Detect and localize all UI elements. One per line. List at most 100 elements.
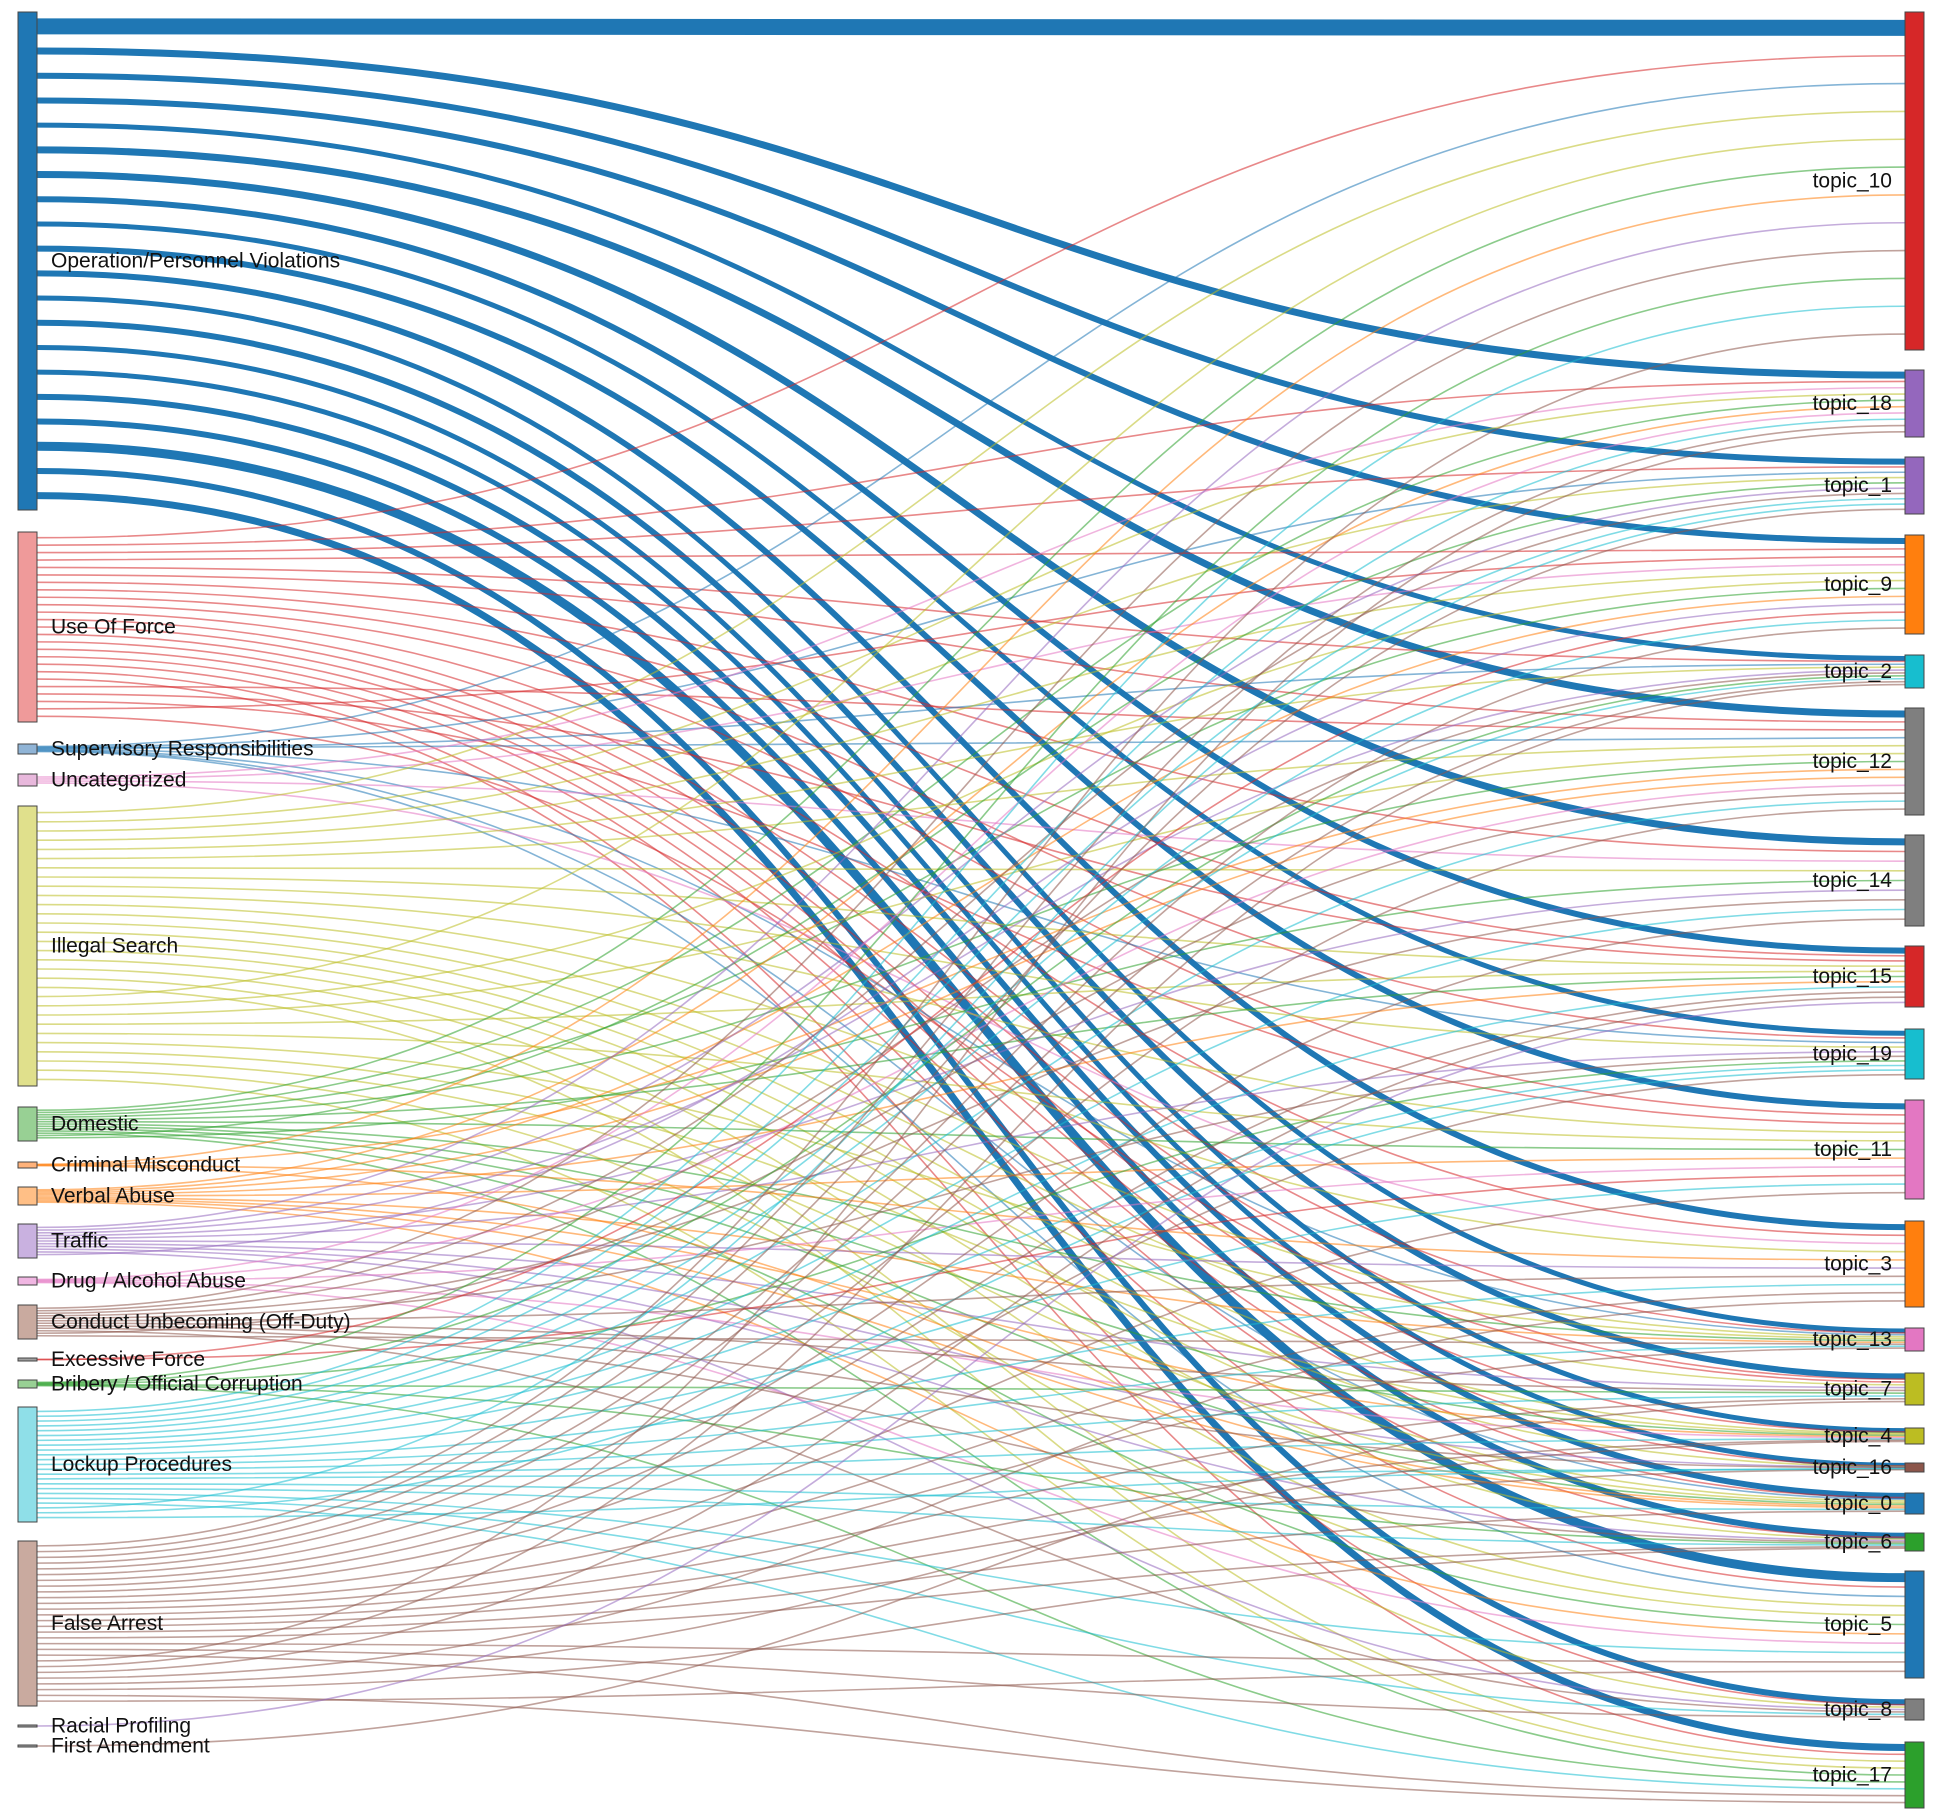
target-node-label: topic_7: [1824, 1378, 1892, 1401]
target-node-topic-14[interactable]: topic_14: [1813, 834, 1925, 927]
source-node-operation-personnel-violations[interactable]: Operation/Personnel Violations: [17, 11, 340, 511]
link-false-arrest-to-topic-16: [36, 1468, 1906, 1628]
target-node-bar[interactable]: [1904, 1099, 1925, 1200]
link-bribery-official-corruption-to-topic-2: [36, 675, 1906, 1384]
link-illegal-search-to-topic-11: [36, 1032, 1906, 1142]
target-node-topic-3[interactable]: topic_3: [1824, 1220, 1925, 1308]
target-node-bar[interactable]: [1904, 1327, 1925, 1352]
link-false-arrest-to-topic-2: [36, 683, 1906, 1668]
source-node-bar[interactable]: [17, 1744, 38, 1748]
source-node-bar[interactable]: [17, 1379, 38, 1389]
source-node-bar[interactable]: [17, 1161, 38, 1169]
link-use-of-force-to-topic-7: [36, 715, 1906, 1383]
target-node-topic-8[interactable]: topic_8: [1824, 1698, 1925, 1721]
source-node-bar[interactable]: [17, 743, 38, 755]
source-node-bar[interactable]: [17, 1223, 38, 1259]
target-node-topic-0[interactable]: topic_0: [1824, 1492, 1925, 1515]
target-node-bar[interactable]: [1904, 654, 1925, 689]
source-node-use-of-force[interactable]: Use Of Force: [17, 531, 176, 723]
source-node-bar[interactable]: [17, 1724, 38, 1728]
target-node-label: topic_4: [1824, 1425, 1892, 1448]
link-false-arrest-to-topic-14: [36, 918, 1906, 1582]
link-supervisory-responsibilities-to-topic-10: [36, 82, 1906, 748]
target-node-bar[interactable]: [1904, 1570, 1925, 1679]
target-node-bar[interactable]: [1904, 369, 1925, 438]
source-node-bar[interactable]: [17, 1304, 38, 1340]
target-node-bar[interactable]: [1904, 456, 1925, 515]
link-lockup-procedures-to-topic-10: [36, 305, 1906, 1413]
target-node-topic-6[interactable]: topic_6: [1824, 1531, 1925, 1554]
source-node-false-arrest[interactable]: False Arrest: [17, 1540, 163, 1707]
link-false-arrest-to-topic-15: [36, 991, 1906, 1587]
source-node-bar[interactable]: [17, 1540, 38, 1707]
target-node-bar[interactable]: [1904, 834, 1925, 927]
link-traffic-to-topic-2: [36, 669, 1906, 1234]
target-node-topic-13[interactable]: topic_13: [1813, 1327, 1925, 1352]
target-node-topic-16[interactable]: topic_16: [1813, 1456, 1925, 1479]
target-node-label: topic_6: [1824, 1531, 1892, 1554]
source-node-criminal-misconduct[interactable]: Criminal Misconduct: [17, 1154, 240, 1177]
target-node-topic-19[interactable]: topic_19: [1813, 1028, 1925, 1080]
source-node-supervisory-responsibilities[interactable]: Supervisory Responsibilities: [17, 738, 314, 761]
target-node-bar[interactable]: [1904, 1372, 1925, 1406]
target-node-bar[interactable]: [1904, 1741, 1925, 1809]
source-node-bar[interactable]: [17, 773, 38, 787]
link-use-of-force-to-topic-14: [36, 581, 1906, 853]
source-node-domestic[interactable]: Domestic: [17, 1106, 139, 1142]
source-node-racial-profiling[interactable]: Racial Profiling: [17, 1715, 191, 1738]
target-node-bar[interactable]: [1904, 11, 1925, 351]
target-node-bar[interactable]: [1904, 1427, 1925, 1445]
source-node-bar[interactable]: [17, 805, 38, 1087]
source-node-bar[interactable]: [17, 1276, 38, 1286]
source-node-conduct-unbecoming-off-duty[interactable]: Conduct Unbecoming (Off-Duty): [17, 1304, 351, 1340]
link-use-of-force-to-topic-18: [36, 380, 1906, 546]
source-node-uncategorized[interactable]: Uncategorized: [17, 769, 186, 792]
link-illegal-search-to-topic-14: [36, 867, 1906, 872]
source-node-verbal-abuse[interactable]: Verbal Abuse: [17, 1185, 175, 1208]
link-operation-personnel-violations-to-topic-17: [36, 492, 1906, 1751]
source-node-bar[interactable]: [17, 1186, 38, 1206]
target-node-topic-15[interactable]: topic_15: [1813, 945, 1925, 1008]
source-node-lockup-procedures[interactable]: Lockup Procedures: [17, 1406, 232, 1523]
source-node-bribery-official-corruption[interactable]: Bribery / Official Corruption: [17, 1373, 303, 1396]
target-node-topic-17[interactable]: topic_17: [1813, 1741, 1925, 1809]
target-node-bar[interactable]: [1904, 1028, 1925, 1080]
target-node-topic-5[interactable]: topic_5: [1824, 1570, 1925, 1679]
source-node-bar[interactable]: [17, 1357, 38, 1362]
target-node-topic-2[interactable]: topic_2: [1824, 654, 1925, 689]
source-node-bar[interactable]: [17, 531, 38, 723]
source-node-drug-alcohol-abuse[interactable]: Drug / Alcohol Abuse: [17, 1270, 246, 1293]
source-node-illegal-search[interactable]: Illegal Search: [17, 805, 178, 1087]
link-bribery-official-corruption-to-topic-6: [36, 1384, 1906, 1545]
target-node-topic-9[interactable]: topic_9: [1824, 534, 1925, 635]
target-node-topic-11[interactable]: topic_11: [1814, 1099, 1925, 1200]
target-node-topic-10[interactable]: topic_10: [1813, 11, 1925, 351]
link-operation-personnel-violations-to-topic-11: [36, 245, 1906, 1110]
target-node-bar[interactable]: [1904, 945, 1925, 1008]
source-node-bar[interactable]: [17, 1106, 38, 1142]
target-node-bar[interactable]: [1904, 1492, 1925, 1515]
source-node-bar[interactable]: [17, 11, 38, 511]
link-domestic-to-topic-9: [36, 587, 1906, 1116]
target-node-bar[interactable]: [1904, 1532, 1925, 1552]
target-node-topic-4[interactable]: topic_4: [1824, 1425, 1925, 1448]
source-node-bar[interactable]: [17, 1406, 38, 1523]
target-node-bar[interactable]: [1904, 1462, 1925, 1473]
target-node-topic-18[interactable]: topic_18: [1813, 369, 1925, 438]
target-node-bar[interactable]: [1904, 534, 1925, 635]
target-node-label: topic_13: [1813, 1328, 1892, 1351]
target-node-topic-7[interactable]: topic_7: [1824, 1372, 1925, 1406]
source-node-traffic[interactable]: Traffic: [17, 1223, 108, 1259]
target-node-bar[interactable]: [1904, 1220, 1925, 1308]
link-false-arrest-to-topic-17: [36, 1654, 1906, 1797]
link-domestic-to-topic-10: [36, 166, 1906, 1111]
link-verbal-abuse-to-topic-18: [36, 405, 1906, 1191]
target-node-label: topic_15: [1813, 965, 1892, 988]
target-node-topic-12[interactable]: topic_12: [1813, 707, 1925, 816]
target-node-bar[interactable]: [1904, 1698, 1925, 1721]
source-node-first-amendment[interactable]: First Amendment: [17, 1735, 210, 1758]
target-node-bar[interactable]: [1904, 707, 1925, 816]
target-node-topic-1[interactable]: topic_1: [1824, 456, 1925, 515]
source-node-excessive-force[interactable]: Excessive Force: [17, 1348, 205, 1371]
link-false-arrest-to-topic-15: [36, 996, 1906, 1674]
